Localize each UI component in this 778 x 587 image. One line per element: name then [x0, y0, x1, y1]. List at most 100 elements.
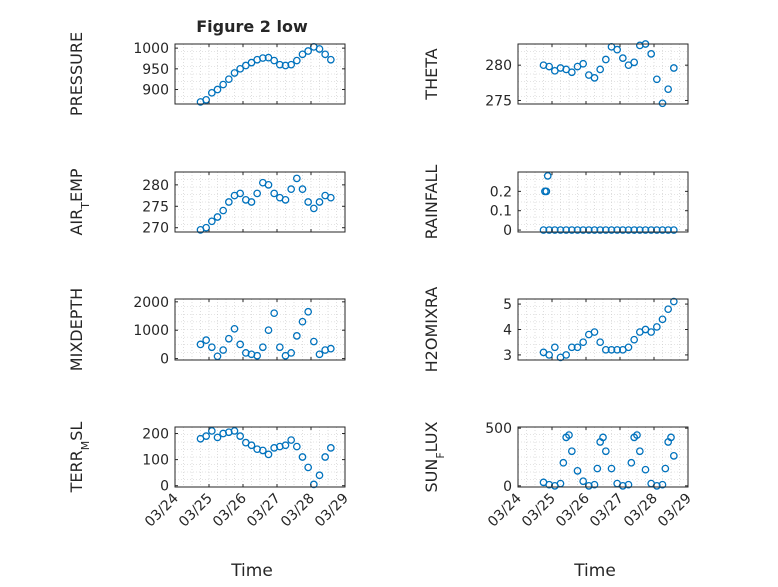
axes-box — [174, 171, 346, 233]
data-point — [573, 466, 582, 475]
data-point — [573, 343, 582, 352]
data-point — [590, 480, 599, 489]
data-point — [315, 45, 324, 53]
data-point — [326, 344, 335, 353]
data-point — [292, 332, 301, 340]
data-point — [298, 453, 307, 461]
data-point — [562, 226, 571, 234]
y-tick-label: 0 — [160, 479, 169, 495]
y-axis-label: MIXDEPTH — [67, 288, 86, 371]
y-tick-label: 275 — [485, 93, 512, 109]
data-point — [258, 343, 267, 352]
data-point — [590, 328, 599, 336]
data-point — [258, 446, 267, 455]
data-point — [304, 307, 313, 316]
axes-box — [174, 43, 346, 105]
data-point — [315, 471, 324, 480]
data-point — [579, 477, 588, 486]
data-point — [207, 343, 216, 352]
data-markers — [196, 174, 335, 234]
axes-box — [174, 426, 346, 488]
data-point — [593, 464, 602, 473]
data-point — [219, 80, 228, 89]
data-point — [321, 453, 330, 461]
data-point — [545, 351, 554, 359]
data-point — [207, 427, 216, 435]
data-point — [304, 47, 313, 55]
data-point — [565, 431, 573, 439]
y-tick-label: 100 — [142, 453, 169, 469]
data-point — [213, 433, 222, 442]
data-point — [298, 317, 307, 326]
subplot-mixdepth: 0 1000 2000 MIXDEPTH — [67, 288, 346, 371]
data-point — [652, 323, 661, 331]
y-tick-label: 1000 — [133, 323, 169, 339]
data-point — [573, 226, 582, 234]
data-point — [641, 465, 650, 474]
data-point — [567, 447, 576, 456]
data-point — [298, 50, 307, 59]
data-point — [607, 345, 616, 354]
data-point — [652, 75, 661, 84]
data-point — [661, 464, 670, 473]
y-tick-label: 2000 — [133, 295, 169, 311]
data-point — [658, 315, 667, 324]
axes-box — [174, 298, 346, 361]
y-tick-label: 280 — [485, 58, 512, 74]
data-point — [292, 174, 301, 183]
data-point — [539, 226, 548, 234]
data-markers — [196, 43, 335, 106]
data-point — [304, 463, 313, 472]
data-point — [590, 226, 599, 234]
data-point — [647, 50, 656, 58]
y-axis-label: THETA — [422, 48, 441, 100]
data-point — [281, 196, 290, 204]
data-point — [607, 226, 616, 234]
y-tick-label: 0 — [503, 223, 512, 239]
data-point — [601, 447, 610, 456]
subplot-air-temp: 270 275 280 AIRTEMP — [67, 168, 346, 237]
data-point — [287, 60, 296, 69]
data-point — [624, 480, 633, 489]
data-point — [224, 198, 233, 206]
data-point — [567, 68, 576, 77]
data-point — [567, 226, 576, 234]
subplot-h2omixra: 3 4 5 H2OMIXRA — [422, 287, 689, 372]
data-point — [601, 55, 610, 64]
data-point — [326, 444, 335, 452]
y-axis-label: AIRTEMP — [67, 168, 92, 235]
data-point — [236, 189, 245, 198]
data-point — [287, 349, 296, 357]
data-point — [635, 226, 644, 234]
data-point — [601, 226, 610, 234]
data-point — [599, 433, 607, 442]
axes-box — [517, 426, 689, 488]
data-point — [624, 343, 633, 352]
data-point — [207, 217, 216, 226]
data-point — [309, 337, 318, 346]
data-markers — [539, 431, 678, 490]
data-point — [562, 351, 571, 359]
data-point — [618, 54, 627, 62]
data-point — [550, 343, 559, 352]
y-axis-label: TERRMSL — [67, 422, 92, 494]
data-point — [287, 436, 296, 444]
data-point — [207, 88, 216, 97]
data-point — [326, 55, 335, 64]
data-point — [219, 346, 228, 354]
data-point — [321, 50, 330, 59]
subplot-pressure: 900 950 1000 PRESSURE — [67, 32, 346, 116]
data-point — [253, 189, 262, 198]
axes-box — [517, 43, 689, 105]
data-point — [202, 336, 211, 344]
data-point — [624, 226, 633, 234]
data-point — [658, 480, 667, 489]
data-point — [258, 54, 267, 62]
data-point — [270, 56, 279, 65]
data-point — [667, 433, 675, 442]
data-markers — [196, 307, 335, 361]
data-point — [669, 226, 678, 234]
data-point — [275, 343, 284, 352]
data-point — [213, 213, 222, 221]
data-point — [315, 350, 324, 359]
